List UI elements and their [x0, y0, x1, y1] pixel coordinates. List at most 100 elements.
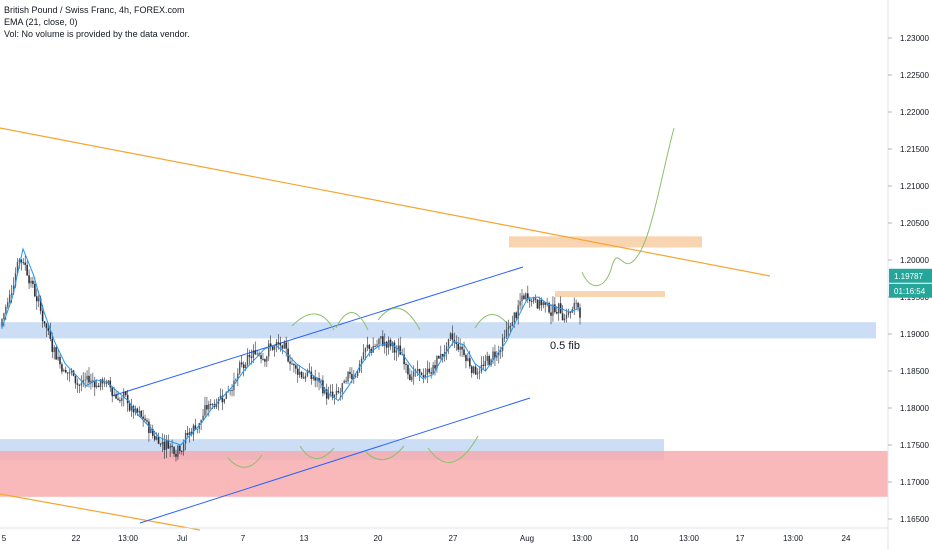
time-axis: 5 22 13:00 Jul 7 13 20 27 Aug 13:00 10 13:00 17 13:00…: [0, 527, 888, 543]
volume-legend[interactable]: Vol: No volume is provided by the data v…: [4, 29, 190, 39]
candle-body: [221, 395, 224, 403]
candle-body: [519, 301, 521, 306]
candle-body: [507, 326, 510, 330]
candle-body: [457, 343, 460, 350]
candle-body: [461, 346, 463, 350]
candle-body: [32, 280, 34, 285]
candle-body: [53, 347, 55, 352]
candle-body: [88, 375, 90, 383]
candle-body: [488, 355, 490, 366]
candle-body: [55, 347, 57, 360]
candle-body: [418, 368, 421, 373]
projection-layer: [581, 127, 675, 286]
candle-body: [161, 441, 164, 445]
candle-body: [528, 299, 531, 302]
candle-body: [561, 313, 564, 321]
candle-body: [476, 372, 479, 375]
candle-body: [128, 403, 131, 411]
candle-body: [498, 352, 500, 356]
candle-body: [333, 395, 336, 398]
candle-body: [403, 354, 405, 365]
candle-body: [306, 370, 309, 376]
candle-body: [144, 418, 146, 421]
candle-body: [397, 345, 400, 351]
pattern-arc-2: [335, 312, 369, 331]
candle-body: [225, 391, 228, 399]
candle-body: [318, 377, 320, 382]
candle-body: [202, 415, 204, 420]
candle-body: [121, 397, 123, 401]
candle-body: [271, 346, 274, 350]
candle-body: [74, 375, 77, 384]
candle-body: [80, 383, 83, 386]
candle-body: [378, 338, 380, 345]
candle-body: [289, 361, 291, 364]
candle-body: [422, 375, 425, 378]
symbol-title[interactable]: British Pound / Swiss Franc, 4h, FOREX.c…: [4, 5, 185, 15]
candle-body: [395, 350, 398, 353]
candle-body: [401, 354, 403, 356]
candle-body: [530, 301, 533, 302]
candle-body: [474, 366, 477, 375]
pattern-arc-7: [365, 445, 405, 461]
candle-body: [573, 303, 576, 310]
candle-body: [8, 294, 11, 303]
candle-body: [567, 311, 570, 315]
candle-body: [362, 352, 365, 359]
candle-body: [577, 302, 579, 308]
candle-body: [556, 311, 558, 314]
candle-body: [186, 432, 189, 435]
candle-body: [138, 410, 141, 413]
candle-body: [105, 382, 108, 384]
candle-body: [115, 394, 117, 399]
channel-upper-line: [111, 266, 524, 397]
candle-body: [432, 365, 434, 374]
candle-body: [269, 343, 272, 347]
candle-body: [155, 436, 158, 440]
price-tick-label: 1.16500: [900, 515, 929, 524]
candle-body: [18, 259, 21, 263]
zones-layer: [0, 236, 888, 497]
price-tick-label: 1.22000: [900, 108, 929, 117]
candle-body: [262, 359, 264, 360]
time-tick-label: Jul: [177, 534, 187, 543]
candle-body: [440, 353, 442, 359]
price-tick-label: 1.21000: [900, 182, 929, 191]
candle-body: [380, 336, 382, 339]
candle-body: [165, 440, 168, 450]
candle-body: [312, 376, 315, 379]
candle-body: [20, 259, 23, 263]
candle-body: [242, 364, 245, 369]
candle-body: [453, 339, 456, 343]
candle-body: [59, 356, 61, 365]
candle-body: [237, 373, 239, 380]
candle-body: [70, 370, 73, 373]
ema-legend[interactable]: EMA (21, close, 0): [4, 17, 78, 27]
candle-body: [140, 410, 142, 417]
time-tick-label: 22: [72, 534, 81, 543]
candle-body: [78, 384, 81, 386]
candle-body: [428, 368, 431, 373]
candle-body: [63, 370, 65, 372]
support-zone: [0, 322, 876, 339]
candle-body: [113, 394, 115, 396]
candle-body: [420, 372, 423, 376]
candle-body: [492, 351, 494, 360]
candle-body: [434, 365, 436, 369]
candle-body: [501, 338, 504, 351]
candle-body: [175, 453, 177, 457]
time-tick-label: 7: [241, 534, 246, 543]
candle-body: [405, 364, 407, 366]
candle-body: [548, 302, 550, 313]
candle-body: [356, 371, 359, 377]
candle-body: [12, 285, 15, 294]
candle-body: [35, 296, 38, 302]
candle-body: [470, 366, 473, 373]
candle-body: [279, 343, 282, 346]
candle-body: [335, 390, 338, 396]
candle-body: [304, 375, 307, 379]
candle-body: [86, 375, 88, 380]
candle-body: [30, 280, 32, 284]
